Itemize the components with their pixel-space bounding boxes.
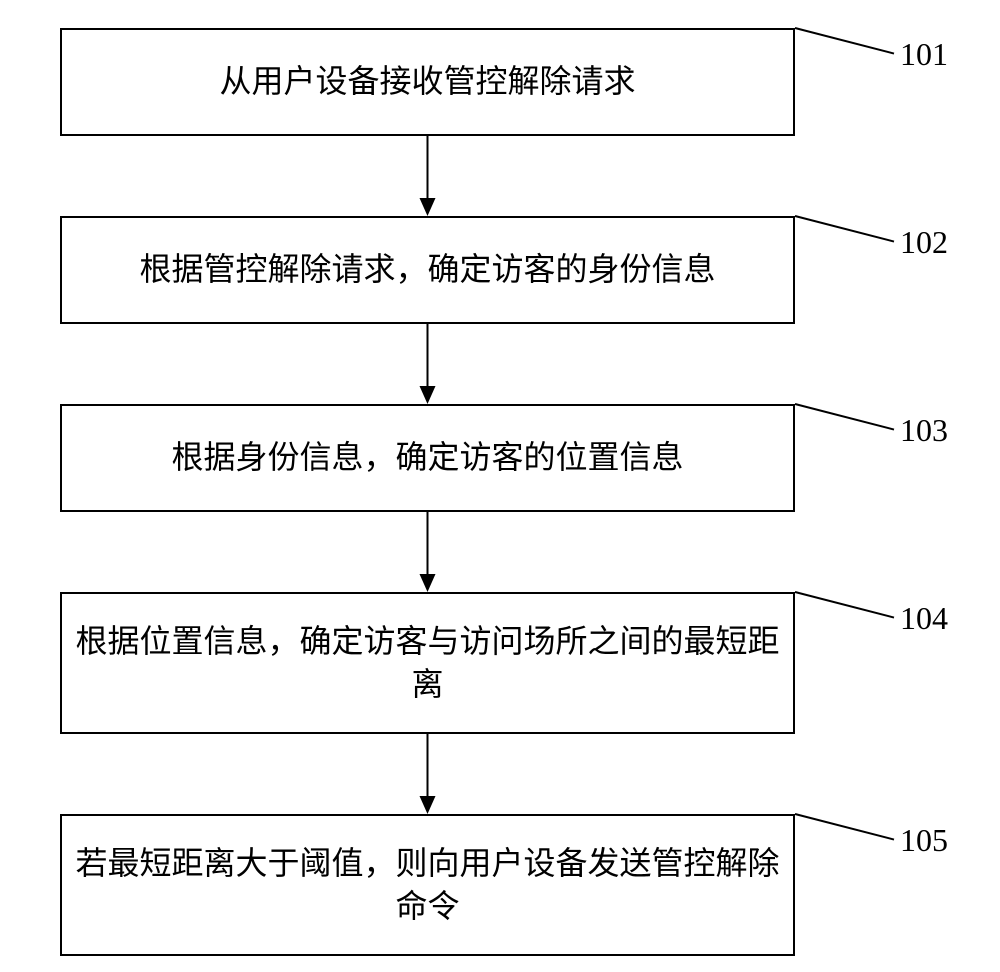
step-number-1: 101 [900,36,948,73]
flow-step-3: 根据身份信息，确定访客的位置信息 [60,404,795,512]
flow-step-4: 根据位置信息，确定访客与访问场所之间的最短距离 [60,592,795,734]
flow-step-1: 从用户设备接收管控解除请求 [60,28,795,136]
flow-step-5: 若最短距离大于阈值，则向用户设备发送管控解除命令 [60,814,795,956]
flow-step-3-text: 根据身份信息，确定访客的位置信息 [171,436,683,479]
step-number-3: 103 [900,412,948,449]
flow-step-4-text: 根据位置信息，确定访客与访问场所之间的最短距离 [72,620,783,706]
flowchart-canvas: 从用户设备接收管控解除请求 根据管控解除请求，确定访客的身份信息 根据身份信息，… [0,0,1000,972]
step-number-2: 102 [900,224,948,261]
flow-step-5-text: 若最短距离大于阈值，则向用户设备发送管控解除命令 [72,842,783,928]
flow-step-2-text: 根据管控解除请求，确定访客的身份信息 [139,248,715,291]
flow-step-2: 根据管控解除请求，确定访客的身份信息 [60,216,795,324]
step-number-5: 105 [900,822,948,859]
flow-step-1-text: 从用户设备接收管控解除请求 [219,60,635,103]
step-number-4: 104 [900,600,948,637]
